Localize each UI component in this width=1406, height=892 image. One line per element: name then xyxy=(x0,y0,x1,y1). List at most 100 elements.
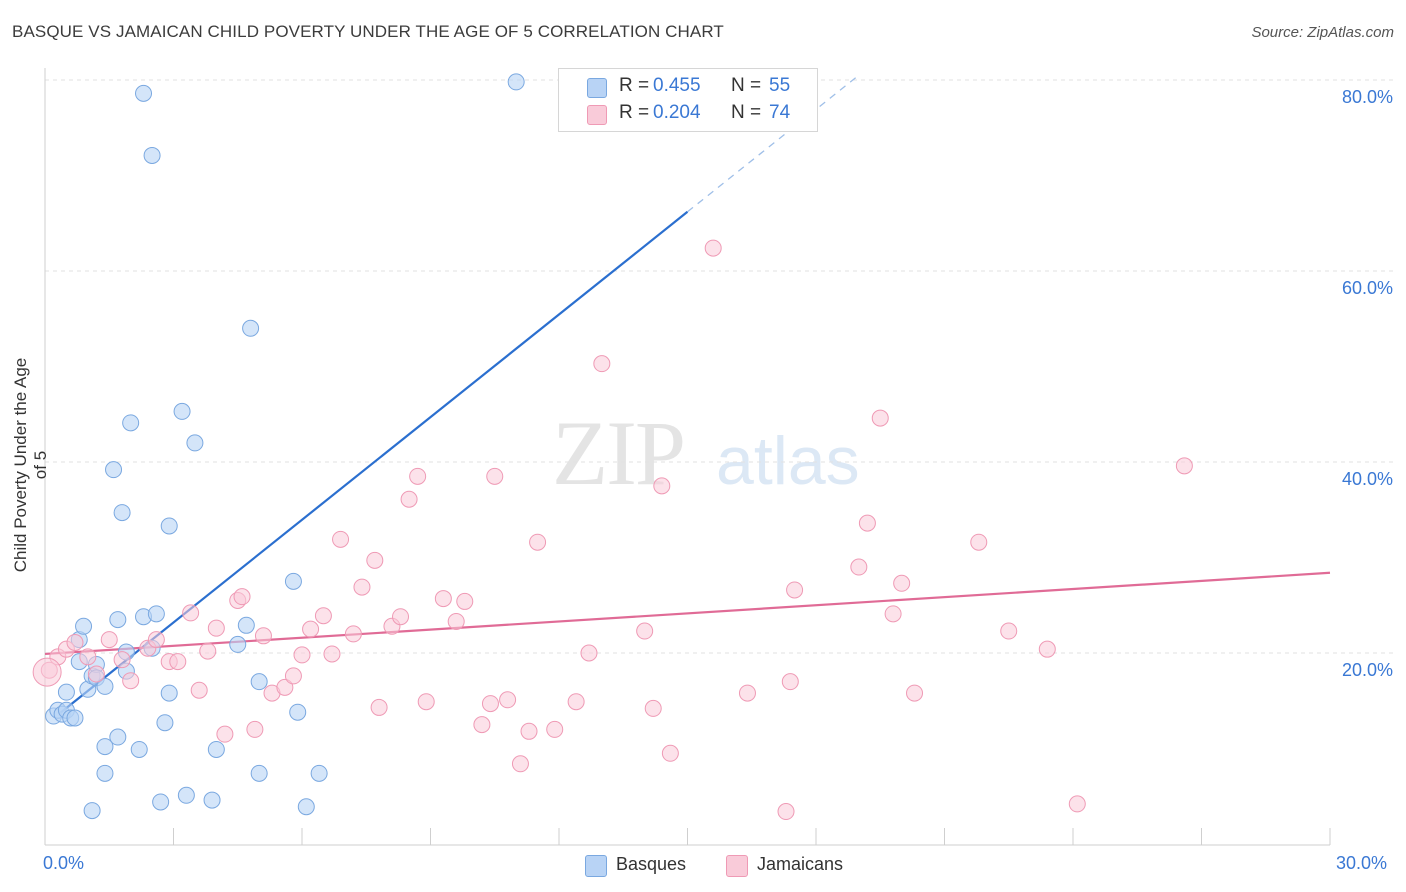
jamaicans-r-label: R = xyxy=(619,102,650,123)
basques-point-15 xyxy=(96,677,114,695)
jamaicans-point-24 xyxy=(284,667,302,685)
jamaicans-point-35 xyxy=(392,608,410,626)
jamaicans-point-19 xyxy=(233,588,251,606)
trend-lines xyxy=(44,74,1331,715)
jamaicans-point-31 xyxy=(353,578,371,596)
legend-jamaicans-label: Jamaicans xyxy=(757,854,844,874)
jamaicans-point-14 xyxy=(190,681,208,699)
jamaicans-n-value: 74 xyxy=(769,102,791,123)
chart-title: BASQUE VS JAMAICAN CHILD POVERTY UNDER T… xyxy=(12,22,724,41)
jamaicans-point-65 xyxy=(884,605,902,623)
y-tick-label-40: 40.0% xyxy=(1341,469,1393,489)
basques-point-22 xyxy=(96,764,114,782)
basques-r-value: 0.455 xyxy=(653,75,701,96)
y-axis-title: Child Poverty Under the Age of 5 xyxy=(11,357,50,573)
basques-swatch xyxy=(587,78,607,98)
jamaicans-point-32 xyxy=(366,551,384,569)
basques-point-44 xyxy=(250,764,268,782)
jamaicans-point-57 xyxy=(704,239,722,257)
basques-point-30 xyxy=(147,605,165,623)
jamaicans-point-20 xyxy=(246,720,264,738)
jamaicans-point-71 xyxy=(1068,795,1086,813)
basques-point-25 xyxy=(130,740,148,758)
jamaicans-point-70 xyxy=(1038,640,1056,658)
jamaicans-point-30 xyxy=(344,625,362,643)
x-tick-label-max: 30.0% xyxy=(1336,853,1388,873)
legend-basques-swatch xyxy=(585,855,607,877)
jamaicans-points xyxy=(32,239,1193,821)
jamaicans-point-51 xyxy=(580,644,598,662)
jamaicans-point-69 xyxy=(1000,622,1018,640)
jamaicans-point-58 xyxy=(738,684,756,702)
basques-point-24 xyxy=(122,414,140,432)
jamaicans-point-23 xyxy=(276,678,294,696)
jamaicans-point-26 xyxy=(302,620,320,638)
jamaicans-point-64 xyxy=(871,409,889,427)
jamaicans-point-52 xyxy=(593,355,611,373)
basques-trend-extension xyxy=(687,74,860,213)
basques-point-26 xyxy=(135,84,153,102)
basques-point-23 xyxy=(83,802,101,820)
basques-point-39 xyxy=(207,740,225,758)
y-tick-label-60: 60.0% xyxy=(1341,278,1393,298)
basques-point-38 xyxy=(203,791,221,809)
jamaicans-point-43 xyxy=(481,695,499,713)
jamaicans-point-33 xyxy=(370,698,388,716)
jamaicans-point-41 xyxy=(456,592,474,610)
jamaicans-point-67 xyxy=(906,684,924,702)
jamaicans-point-66 xyxy=(893,574,911,592)
series-legend: Basques Jamaicans xyxy=(0,852,1406,878)
basques-point-32 xyxy=(156,714,174,732)
jamaicans-point-16 xyxy=(207,619,225,637)
basques-point-37 xyxy=(186,434,204,452)
basques-point-28 xyxy=(143,146,161,164)
basques-point-36 xyxy=(177,786,195,804)
jamaicans-swatch xyxy=(587,105,607,125)
y-tick-label-20: 20.0% xyxy=(1341,660,1393,680)
basques-point-6 xyxy=(66,709,84,727)
jamaicans-point-21 xyxy=(254,627,272,645)
jamaicans-point-40 xyxy=(447,612,465,630)
basques-point-31 xyxy=(152,793,170,811)
source-label: Source: ZipAtlas.com xyxy=(1251,24,1394,41)
jamaicans-point-48 xyxy=(529,533,547,551)
basques-n-value: 55 xyxy=(769,75,791,96)
jamaicans-r-value: 0.204 xyxy=(653,102,701,123)
legend-jamaicans-swatch xyxy=(726,855,748,877)
watermark-atlas: atlas xyxy=(716,423,860,499)
legend-basques-label: Basques xyxy=(616,854,687,874)
jamaicans-point-37 xyxy=(409,467,427,485)
jamaicans-point-56 xyxy=(661,744,679,762)
jamaicans-point-50 xyxy=(567,693,585,711)
jamaicans-point-53 xyxy=(636,622,654,640)
axes xyxy=(44,68,1331,846)
correlation-legend: R = 0.455 N = 55 R = 0.204 N = 74 xyxy=(558,68,818,132)
legend-row-basques: R = 0.455 N = 55 xyxy=(559,73,817,101)
jamaicans-point-13 xyxy=(182,604,200,622)
basques-point-33 xyxy=(160,517,178,535)
basques-point-19 xyxy=(113,504,131,522)
basques-r-label: R = xyxy=(619,75,650,96)
basques-point-48 xyxy=(310,764,328,782)
jamaicans-point-3 xyxy=(66,633,84,651)
basques-trend-line xyxy=(59,210,689,715)
basques-point-46 xyxy=(289,703,307,721)
jamaicans-point-49 xyxy=(546,720,564,738)
basques-point-17 xyxy=(109,611,127,629)
jamaicans-n-label: N = xyxy=(731,102,762,123)
jamaicans-point-38 xyxy=(417,693,435,711)
jamaicans-point-36 xyxy=(400,490,418,508)
jamaicans-point-28 xyxy=(323,645,341,663)
grid-lines xyxy=(45,79,1395,654)
jamaicans-point-8 xyxy=(122,672,140,690)
basques-point-40 xyxy=(229,635,247,653)
basques-point-35 xyxy=(173,402,191,420)
jamaicans-point-42 xyxy=(473,716,491,734)
jamaicans-point-29 xyxy=(332,530,350,548)
basques-point-42 xyxy=(242,319,260,337)
jamaicans-point-5 xyxy=(87,665,105,683)
jamaicans-point-63 xyxy=(858,514,876,532)
basques-point-16 xyxy=(105,461,123,479)
basques-point-4 xyxy=(57,683,75,701)
